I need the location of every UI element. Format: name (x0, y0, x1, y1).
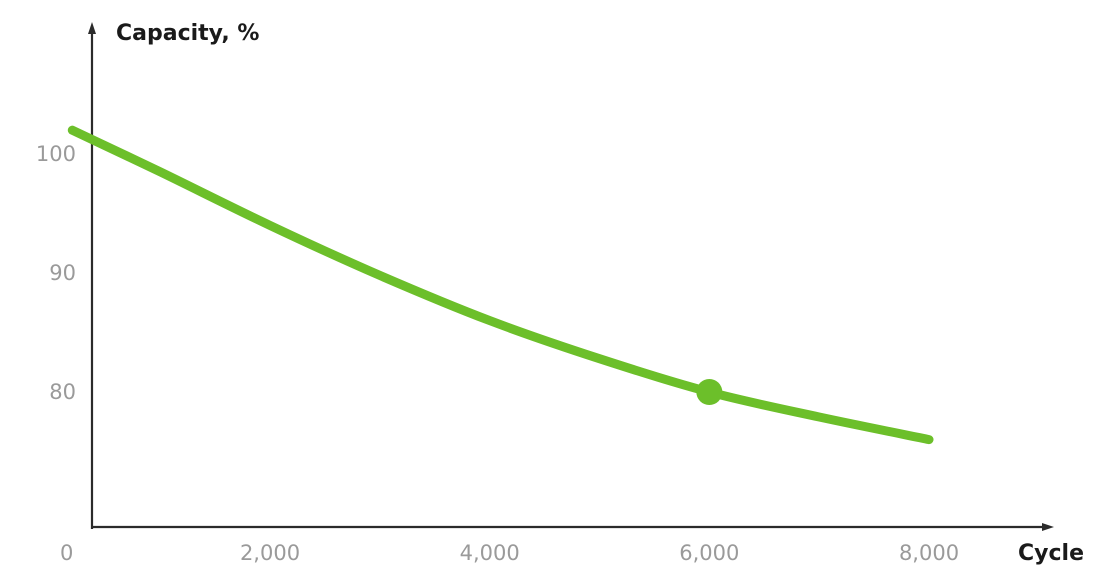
y-tick-label: 80 (49, 380, 76, 404)
marker-layer (696, 379, 723, 405)
axes (88, 22, 1054, 531)
x-axis-title: Cycle (1018, 541, 1084, 565)
x-tick-label: 6,000 (679, 541, 739, 565)
series-layer (67, 125, 934, 445)
highlight-point (696, 379, 723, 405)
x-tick-labels: 2,000 4,000 6,000 8,000 (240, 541, 959, 565)
y-axis-arrow (88, 22, 96, 34)
y-tick-labels: 80 90 100 (36, 142, 76, 404)
y-tick-label: 90 (49, 261, 76, 285)
y-tick-label: 100 (36, 142, 76, 166)
x-axis-arrow (1042, 523, 1054, 531)
x-tick-label: 2,000 (240, 541, 300, 565)
origin-label: 0 (60, 541, 73, 565)
capacity-line (67, 125, 934, 445)
x-tick-label: 4,000 (460, 541, 520, 565)
x-tick-label: 8,000 (899, 541, 959, 565)
y-axis-title: Capacity, % (116, 21, 259, 46)
